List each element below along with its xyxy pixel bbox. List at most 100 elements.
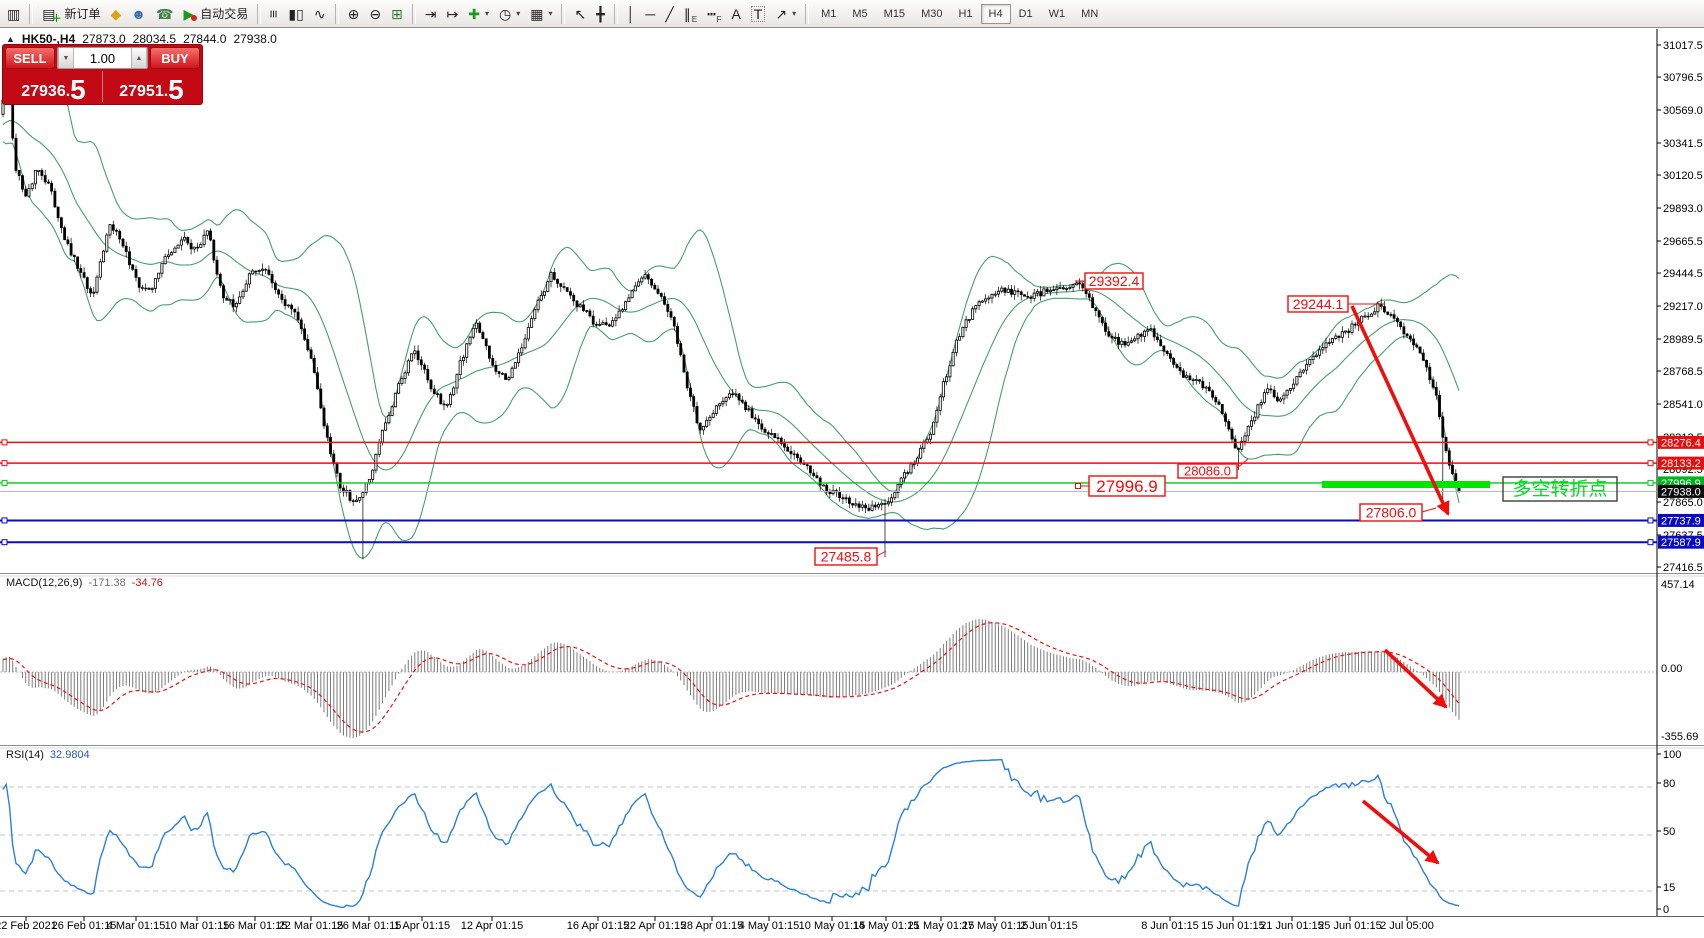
toolbar-separator xyxy=(29,3,34,24)
volume-increase-button[interactable]: ▲ xyxy=(131,48,147,68)
toolbar-separator xyxy=(613,3,618,24)
line-chart-glyph: ∿ xyxy=(313,5,326,22)
line-chart-icon[interactable]: ∿ xyxy=(309,3,331,25)
equidistant-channel-glyph: ∥ xyxy=(683,5,691,22)
trendline-icon[interactable]: ╱ xyxy=(660,3,678,25)
line-handle[interactable] xyxy=(1647,460,1654,467)
line-handle[interactable] xyxy=(1647,539,1654,546)
price-tick-label: 27416.5 xyxy=(1663,562,1703,574)
bars-chart-icon[interactable]: ≡ xyxy=(265,3,283,25)
market-signal-icon[interactable]: ☎ xyxy=(151,3,178,25)
line-handle[interactable] xyxy=(1,517,8,524)
toolbar-separator xyxy=(334,3,339,24)
fibonacci-icon[interactable]: ┅ F xyxy=(702,3,726,25)
volume-decrease-button[interactable]: ▼ xyxy=(58,48,74,68)
chevron-down-icon: ▾ xyxy=(548,9,553,18)
price-tag-text: 28276.4 xyxy=(1661,437,1701,449)
macd-axis-label: 0.00 xyxy=(1661,663,1682,675)
zoom-in-icon[interactable]: ⊕ xyxy=(343,3,365,25)
timeframe-h1-button[interactable]: H1 xyxy=(950,4,980,24)
date-label: 2 Jul 05:00 xyxy=(1380,920,1434,932)
status-dot-icon xyxy=(191,15,198,21)
new-order-button[interactable]: ▤ ＋新订单 xyxy=(37,3,105,25)
tile-windows-glyph: ⊞ xyxy=(391,5,403,22)
annotation-anchor[interactable] xyxy=(1075,483,1081,489)
cursor-icon[interactable]: ↖ xyxy=(569,3,591,25)
buy-price[interactable]: 27951. 5 xyxy=(102,71,200,103)
autotrading-button[interactable]: ▶ 自动交易 xyxy=(178,3,253,25)
line-handle[interactable] xyxy=(1647,479,1654,486)
timeframe-m15-button[interactable]: M15 xyxy=(876,4,913,24)
date-label: 28 Apr 01:15 xyxy=(681,920,743,932)
price-tag-text: 27587.9 xyxy=(1661,537,1701,549)
candle-wicks xyxy=(2,54,1460,560)
price-annotation-box[interactable] xyxy=(1177,463,1238,479)
timeframe-m5-button[interactable]: M5 xyxy=(844,4,875,24)
price-tick-label: 27865.0 xyxy=(1663,497,1703,509)
zoom-out-icon[interactable]: ⊖ xyxy=(364,3,386,25)
line-handle[interactable] xyxy=(1,539,8,546)
text-label-glyph: T xyxy=(750,5,766,22)
price-tick-label: 30120.5 xyxy=(1663,170,1703,182)
timeframe-m30-button[interactable]: M30 xyxy=(913,4,950,24)
sell-button[interactable]: SELL xyxy=(5,47,55,69)
trend-arrow[interactable] xyxy=(1361,799,1440,865)
one-click-collapse-icon[interactable]: ▲ xyxy=(6,34,15,44)
timeframe-h4-button[interactable]: H4 xyxy=(980,3,1011,24)
date-label: 22 Mar 01:15 xyxy=(279,920,344,932)
crosshair-icon[interactable]: ╋ xyxy=(591,3,609,25)
candles-chart-glyph: ▮▯ xyxy=(288,5,304,22)
date-label: 22 Apr 01:15 xyxy=(624,920,686,932)
profile-icon[interactable]: ☻ xyxy=(126,3,151,25)
price-annotation-box[interactable] xyxy=(1287,295,1349,313)
date-label: 15 Jun 01:15 xyxy=(1201,920,1265,932)
date-label: 1 Apr 01:15 xyxy=(394,920,450,932)
styler-icon[interactable]: ◆ xyxy=(105,3,126,25)
market-signal-glyph: ☎ xyxy=(156,5,174,22)
volume-input[interactable]: 1.00 xyxy=(89,50,116,66)
price-tag xyxy=(1658,456,1704,470)
timeframe-m1-button[interactable]: M1 xyxy=(813,4,844,24)
line-handle[interactable] xyxy=(1647,517,1654,524)
highlight-bar[interactable] xyxy=(1322,481,1490,488)
price-annotation-box[interactable] xyxy=(1088,475,1166,497)
tile-windows-icon[interactable]: ⊞ xyxy=(386,3,408,25)
horizontal-line-icon[interactable]: ─ xyxy=(640,3,660,25)
note-box[interactable] xyxy=(1502,476,1618,502)
line-handle[interactable] xyxy=(1,479,8,486)
periods-button[interactable]: ◷ ▾ xyxy=(494,3,525,25)
sell-price[interactable]: 27936. 5 xyxy=(5,71,102,103)
trend-arrow[interactable] xyxy=(1383,648,1448,709)
text-label-icon[interactable]: T xyxy=(746,3,771,25)
text-icon[interactable]: A xyxy=(726,3,745,25)
price-annotation-box[interactable] xyxy=(1084,272,1144,290)
chart-shift-icon[interactable]: ↦ xyxy=(442,3,464,25)
auto-scroll-icon[interactable]: ⇥ xyxy=(420,3,442,25)
buy-button[interactable]: BUY xyxy=(150,47,200,69)
timeframe-d1-button[interactable]: D1 xyxy=(1011,4,1041,24)
arrows-icon[interactable]: ↗ ▾ xyxy=(770,3,801,25)
candles-chart-icon[interactable]: ▮▯ xyxy=(283,3,308,25)
line-handle[interactable] xyxy=(1,460,8,467)
symbol-title: HK50-,H4 xyxy=(21,32,76,46)
glyph-subscript: F xyxy=(716,14,722,24)
price-annotation-box[interactable] xyxy=(814,547,878,566)
date-label: 21 Jun 01:15 xyxy=(1260,920,1324,932)
vertical-line-icon[interactable]: │ xyxy=(622,3,641,25)
price-annotation-text: 27806.0 xyxy=(1366,505,1417,521)
timeframe-w1-button[interactable]: W1 xyxy=(1041,4,1074,24)
indicators-button[interactable]: ✚ ▾ xyxy=(463,3,494,25)
line-handle[interactable] xyxy=(1647,439,1654,446)
equidistant-channel-icon[interactable]: ∥ E xyxy=(679,3,702,25)
date-label: 26 Mar 01:15 xyxy=(337,920,402,932)
timeframe-mn-button[interactable]: MN xyxy=(1073,4,1106,24)
data-window-icon[interactable]: ▥ xyxy=(2,3,25,25)
ohlc-low: 27844.0 xyxy=(183,32,227,46)
templates-button[interactable]: ▦ ▾ xyxy=(525,3,557,25)
trend-arrow[interactable] xyxy=(1350,305,1450,516)
line-handle[interactable] xyxy=(1,439,8,446)
date-label: 16 Mar 01:15 xyxy=(223,920,288,932)
price-annotation-box[interactable] xyxy=(1359,503,1423,522)
